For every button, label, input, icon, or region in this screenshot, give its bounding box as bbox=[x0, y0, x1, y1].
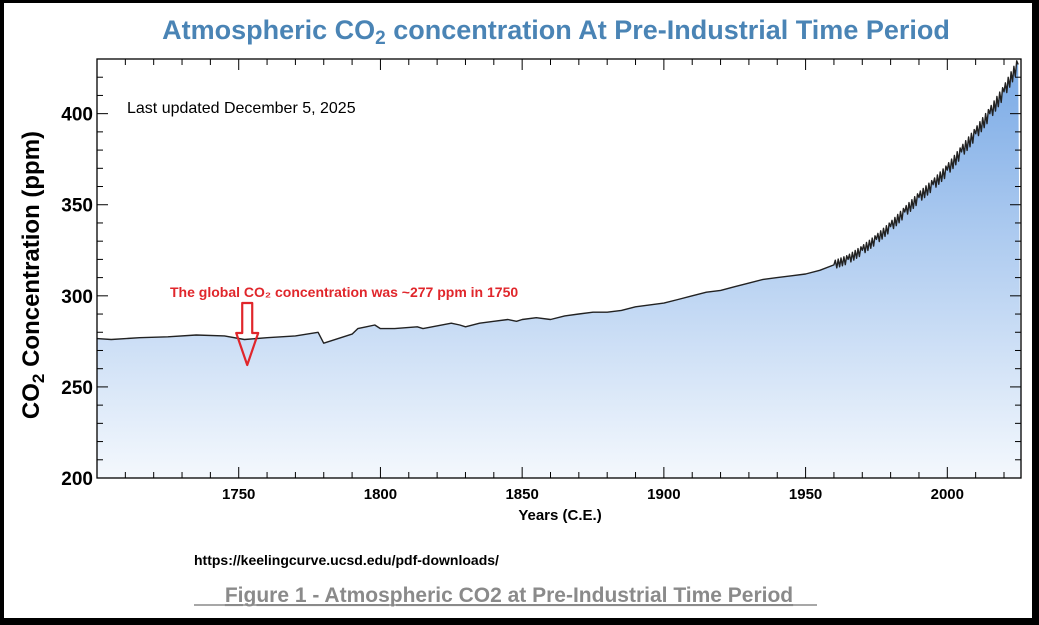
annotation-arrow-icon bbox=[235, 301, 260, 367]
axes-layer bbox=[96, 58, 1022, 479]
tick-label-layer: 1750 1800 1850 1900 1950 2000 200 250 300 350 400 bbox=[61, 105, 964, 503]
x-tick-label: 1950 bbox=[789, 486, 822, 503]
y-axis-label: CO2 Concentration (ppm) bbox=[18, 131, 48, 419]
annotation-text: The global CO₂ concentration was ~277 pp… bbox=[170, 284, 518, 300]
x-tick-label: 1800 bbox=[364, 486, 397, 503]
area-layer bbox=[97, 60, 1021, 479]
y-tick-label: 400 bbox=[61, 105, 93, 126]
x-tick-label: 1900 bbox=[647, 486, 680, 503]
y-tick-label: 300 bbox=[61, 287, 93, 308]
plot-frame bbox=[96, 58, 1022, 479]
last-updated-note: Last updated December 5, 2025 bbox=[127, 100, 356, 117]
x-tick-label: 1850 bbox=[505, 486, 538, 503]
chart-title: Atmospheric CO2 concentration At Pre-Ind… bbox=[162, 15, 950, 49]
line-layer bbox=[96, 60, 1019, 344]
y-tick-label: 350 bbox=[61, 196, 93, 217]
figure-caption: Figure 1 - Atmospheric CO2 at Pre-Indust… bbox=[225, 584, 793, 607]
y-tick-label: 200 bbox=[61, 469, 93, 490]
co2-chart: Atmospheric CO2 concentration At Pre-Ind… bbox=[18, 15, 1022, 607]
source-url: https://keelingcurve.ucsd.edu/pdf-downlo… bbox=[194, 552, 499, 568]
area-fill bbox=[97, 60, 1021, 479]
arrow-shape bbox=[235, 301, 260, 367]
x-axis-label: Years (C.E.) bbox=[518, 507, 601, 524]
x-tick-label: 1750 bbox=[222, 486, 255, 503]
figure-panel: Atmospheric CO2 concentration At Pre-Ind… bbox=[4, 3, 1032, 618]
co2-series-line bbox=[96, 60, 1019, 344]
y-tick-label: 250 bbox=[61, 378, 93, 399]
x-tick-label: 2000 bbox=[931, 486, 964, 503]
